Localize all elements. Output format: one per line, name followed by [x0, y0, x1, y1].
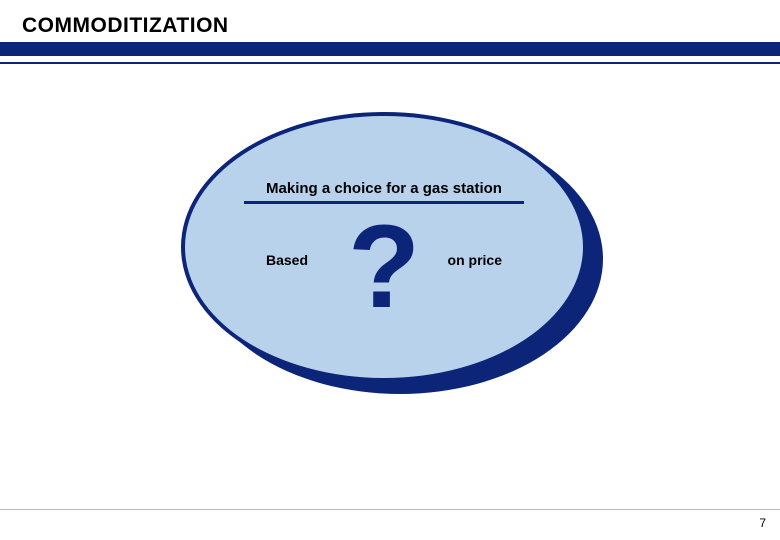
- header-rule-thin: [0, 62, 780, 64]
- question-mark-icon: ?: [348, 208, 420, 326]
- page-number: 7: [759, 516, 766, 530]
- slide-title: COMMODITIZATION: [22, 14, 229, 38]
- label-right: on price: [448, 252, 502, 268]
- footer-rule: [0, 509, 780, 510]
- callout-title: Making a choice for a gas station: [266, 180, 502, 197]
- ellipse-content: Making a choice for a gas station ? Base…: [181, 112, 587, 382]
- callout-row: ? Based on price: [244, 212, 524, 322]
- header-rule-thick: [0, 42, 780, 56]
- label-left: Based: [266, 252, 308, 268]
- diagram: Making a choice for a gas station ? Base…: [175, 110, 605, 400]
